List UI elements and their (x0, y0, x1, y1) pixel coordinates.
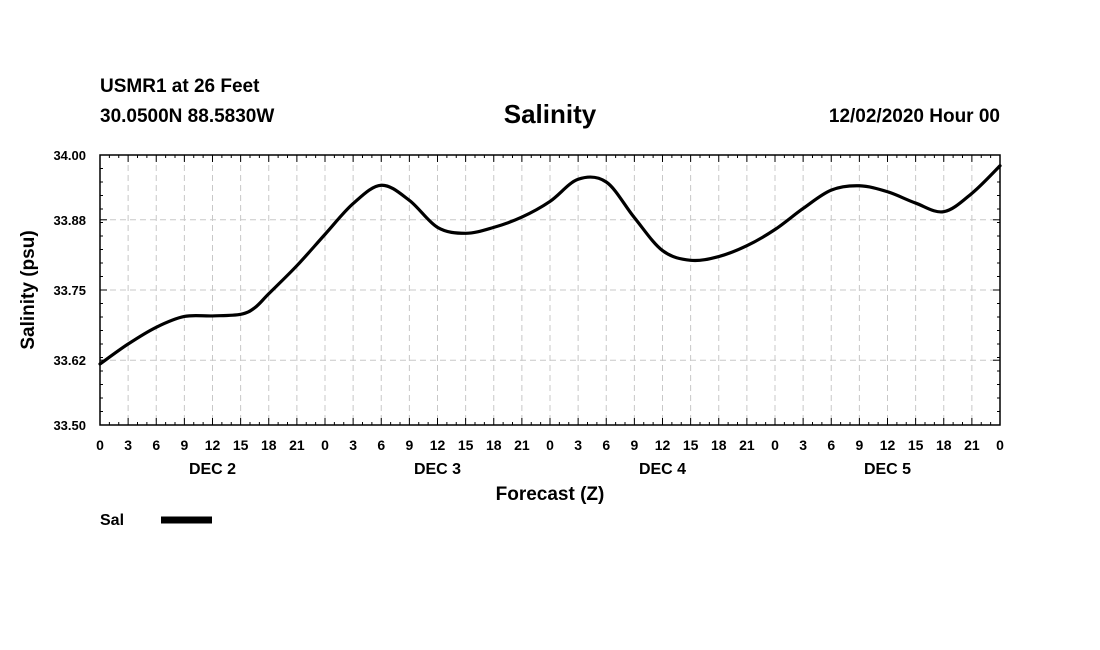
x-tick-label: 9 (630, 437, 638, 453)
x-tick-label: 0 (996, 437, 1004, 453)
x-tick-label: 3 (799, 437, 807, 453)
x-tick-label: 9 (180, 437, 188, 453)
forecast-run-time: 12/02/2020 Hour 00 (828, 106, 1000, 127)
x-tick-label: 3 (124, 437, 132, 453)
y-tick-label: 34.00 (53, 148, 86, 163)
day-label: DEC 5 (864, 461, 911, 478)
grid-lines (100, 155, 1000, 425)
x-tick-label: 6 (602, 437, 610, 453)
x-tick-label: 12 (880, 437, 896, 453)
x-tick-label: 3 (349, 437, 357, 453)
y-tick-label: 33.75 (53, 283, 86, 298)
x-tick-label: 15 (683, 437, 699, 453)
legend-label-sal: Sal (100, 512, 124, 529)
x-tick-label: 18 (936, 437, 952, 453)
x-tick-label: 6 (152, 437, 160, 453)
x-tick-label: 15 (908, 437, 924, 453)
x-tick-label: 9 (405, 437, 413, 453)
x-tick-label: 9 (855, 437, 863, 453)
series-line-sal (98, 164, 1002, 366)
x-tick-label: 12 (655, 437, 671, 453)
x-tick-label: 21 (964, 437, 980, 453)
x-tick-label: 21 (514, 437, 530, 453)
day-label: DEC 4 (639, 461, 686, 478)
x-tick-label: 18 (261, 437, 277, 453)
x-tick-label: 6 (827, 437, 835, 453)
x-tick-label: 0 (321, 437, 329, 453)
x-tick-label: 21 (289, 437, 305, 453)
x-tick-label: 15 (233, 437, 249, 453)
x-tick-label: 12 (430, 437, 446, 453)
x-tick-label: 15 (458, 437, 474, 453)
axis-labels: 0 3 6 9 12 15 18 21 0 3 6 9 12 15 18 21 0 3 6 9 12 15 18 21 0 3 6 9… (53, 148, 1004, 478)
x-tick-label: 0 (771, 437, 779, 453)
y-axis-title: Salinity (psu) (18, 230, 39, 349)
station-coordinates: 30.0500N 88.5830W (100, 106, 275, 127)
x-tick-label: 21 (739, 437, 755, 453)
x-tick-label: 12 (205, 437, 221, 453)
day-label: DEC 2 (189, 461, 236, 478)
x-tick-label: 0 (546, 437, 554, 453)
y-tick-label: 33.62 (53, 353, 86, 368)
station-name: USMR1 at 26 Feet (100, 76, 260, 97)
x-tick-label: 6 (377, 437, 385, 453)
x-axis-title: Forecast (Z) (496, 484, 605, 505)
x-tick-label: 0 (96, 437, 104, 453)
y-tick-label: 33.88 (53, 213, 86, 228)
plot-frame (99, 154, 1001, 426)
x-tick-label: 18 (486, 437, 502, 453)
chart-title: Salinity (503, 99, 597, 129)
x-tick-label: 3 (574, 437, 582, 453)
y-tick-label: 33.50 (53, 418, 86, 433)
x-tick-label: 18 (711, 437, 727, 453)
day-label: DEC 3 (414, 461, 461, 478)
